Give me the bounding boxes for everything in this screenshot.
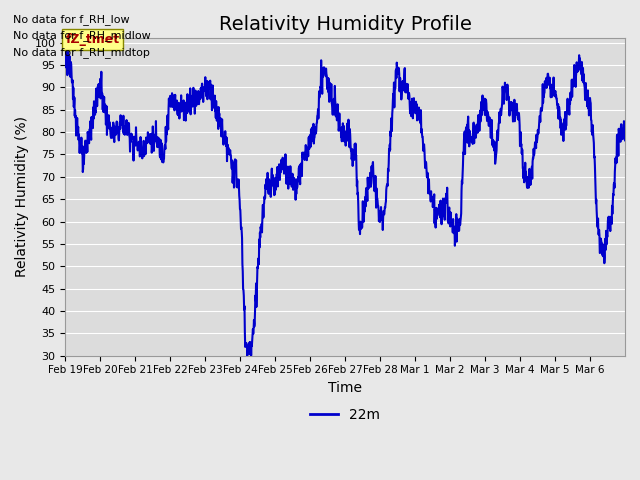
- X-axis label: Time: Time: [328, 381, 362, 395]
- Title: Relativity Humidity Profile: Relativity Humidity Profile: [219, 15, 472, 34]
- Legend: 22m: 22m: [305, 403, 386, 428]
- Text: No data for f_RH_midtop: No data for f_RH_midtop: [13, 47, 150, 58]
- Text: No data for f_RH_low: No data for f_RH_low: [13, 13, 129, 24]
- Text: fZ_tmet: fZ_tmet: [65, 33, 120, 46]
- Y-axis label: Relativity Humidity (%): Relativity Humidity (%): [15, 117, 29, 277]
- Text: No data for f_RH_midlow: No data for f_RH_midlow: [13, 30, 150, 41]
